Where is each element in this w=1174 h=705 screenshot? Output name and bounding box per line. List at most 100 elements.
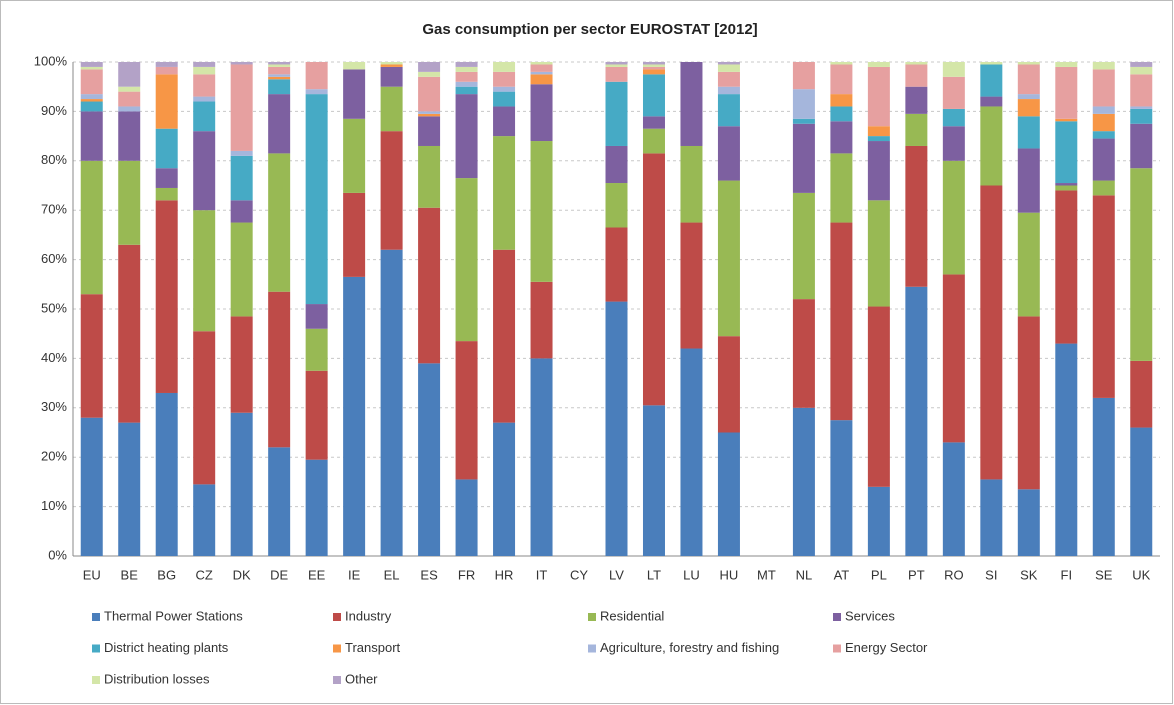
bar-segment [118,160,141,245]
x-tick-label: CZ [196,567,213,582]
bar-segment [867,62,890,67]
bar-segment [830,106,853,122]
bar-segment [792,89,815,119]
bar-segment [830,62,853,65]
bar-segment [80,101,103,112]
x-tick-label: PT [908,567,925,582]
bar-segment [1092,131,1115,139]
bar-segment [980,64,1003,97]
bar-segment [455,341,478,480]
bar-segment [942,108,965,127]
bar-segment [1017,62,1040,65]
x-tick-label: BG [157,567,176,582]
bar-segment [867,486,890,556]
y-tick-label: 30% [41,399,67,414]
y-tick-label: 10% [41,498,67,513]
bar-segment [717,94,740,127]
legend-label: Distribution losses [104,671,210,686]
x-tick-label: LT [647,567,661,582]
bar-segment [193,96,216,102]
bar-segment [980,96,1003,107]
bar-segment [1130,74,1153,107]
bar-segment [905,145,928,287]
x-tick-label: EE [308,567,326,582]
x-tick-label: HR [495,567,514,582]
bar-segment [1092,195,1115,398]
x-tick-label: LU [683,567,700,582]
bar-segment [380,131,403,250]
bar-segment [1017,489,1040,556]
bar-segment [380,64,403,67]
bar-segment [867,141,890,201]
bar-segment [118,86,141,92]
bar-segment [1055,183,1078,186]
bar-segment [155,200,178,393]
bar-segment [605,66,628,82]
bar-segment [155,187,178,201]
bar-segment [80,294,103,418]
bar-segment [305,62,328,90]
bar-segment [530,141,553,282]
bar-segment [268,74,291,77]
bar-segment [418,76,441,112]
bar-segment [193,210,216,332]
bar-segment [792,62,815,90]
bar-segment [193,131,216,211]
bar-segment [230,222,253,317]
legend-swatch [92,676,100,684]
bar-segment [268,447,291,556]
legend-label: Residential [600,608,664,623]
bar-segment [530,358,553,556]
bar-segment [418,145,441,208]
legend-label: Other [345,671,378,686]
bar-segment [1130,168,1153,361]
bar-segment [642,64,665,67]
bar-segment [792,118,815,124]
bar-segment [268,79,291,95]
bar-segment [680,222,703,349]
bar-segment [605,301,628,556]
bar-segment [118,244,141,423]
bar-segment [1130,62,1153,67]
bar-segment [942,442,965,556]
bar-segment [118,422,141,556]
legend-swatch [92,644,100,653]
bar-segment [193,74,216,97]
bar-segment [642,153,665,406]
bar-segment [605,62,628,65]
bar-segment [418,207,441,364]
bar-segment [830,64,853,95]
bar-segment [1055,118,1078,122]
bar-segment [605,183,628,228]
x-tick-label: BE [121,567,139,582]
bar-segment [830,121,853,154]
bar-segment [867,200,890,307]
bar-segment [80,62,103,67]
bar-segment [605,64,628,67]
bar-segment [980,106,1003,186]
x-tick-label: IT [536,567,548,582]
bar-segment [80,111,103,161]
bar-segment [942,62,965,77]
legend-label: Agriculture, forestry and fishing [600,640,779,655]
bar-segment [717,64,740,72]
bar-segment [343,62,366,70]
x-tick-label: SI [985,567,997,582]
bar-segment [268,76,291,80]
bar-segment [343,276,366,556]
bar-segment [1130,106,1153,109]
x-tick-label: IE [348,567,361,582]
bar-segment [1017,99,1040,117]
bar-segment [455,479,478,556]
bar-segment [830,222,853,421]
legend-label: District heating plants [104,640,229,655]
bar-segment [493,136,516,250]
bar-segment [118,91,141,107]
bar-segment [493,86,516,92]
x-tick-label: CY [570,567,588,582]
y-tick-label: 80% [41,152,67,167]
bar-segment [1130,123,1153,169]
x-tick-label: LV [609,567,624,582]
y-tick-label: 60% [41,251,67,266]
bar-segment [230,316,253,413]
